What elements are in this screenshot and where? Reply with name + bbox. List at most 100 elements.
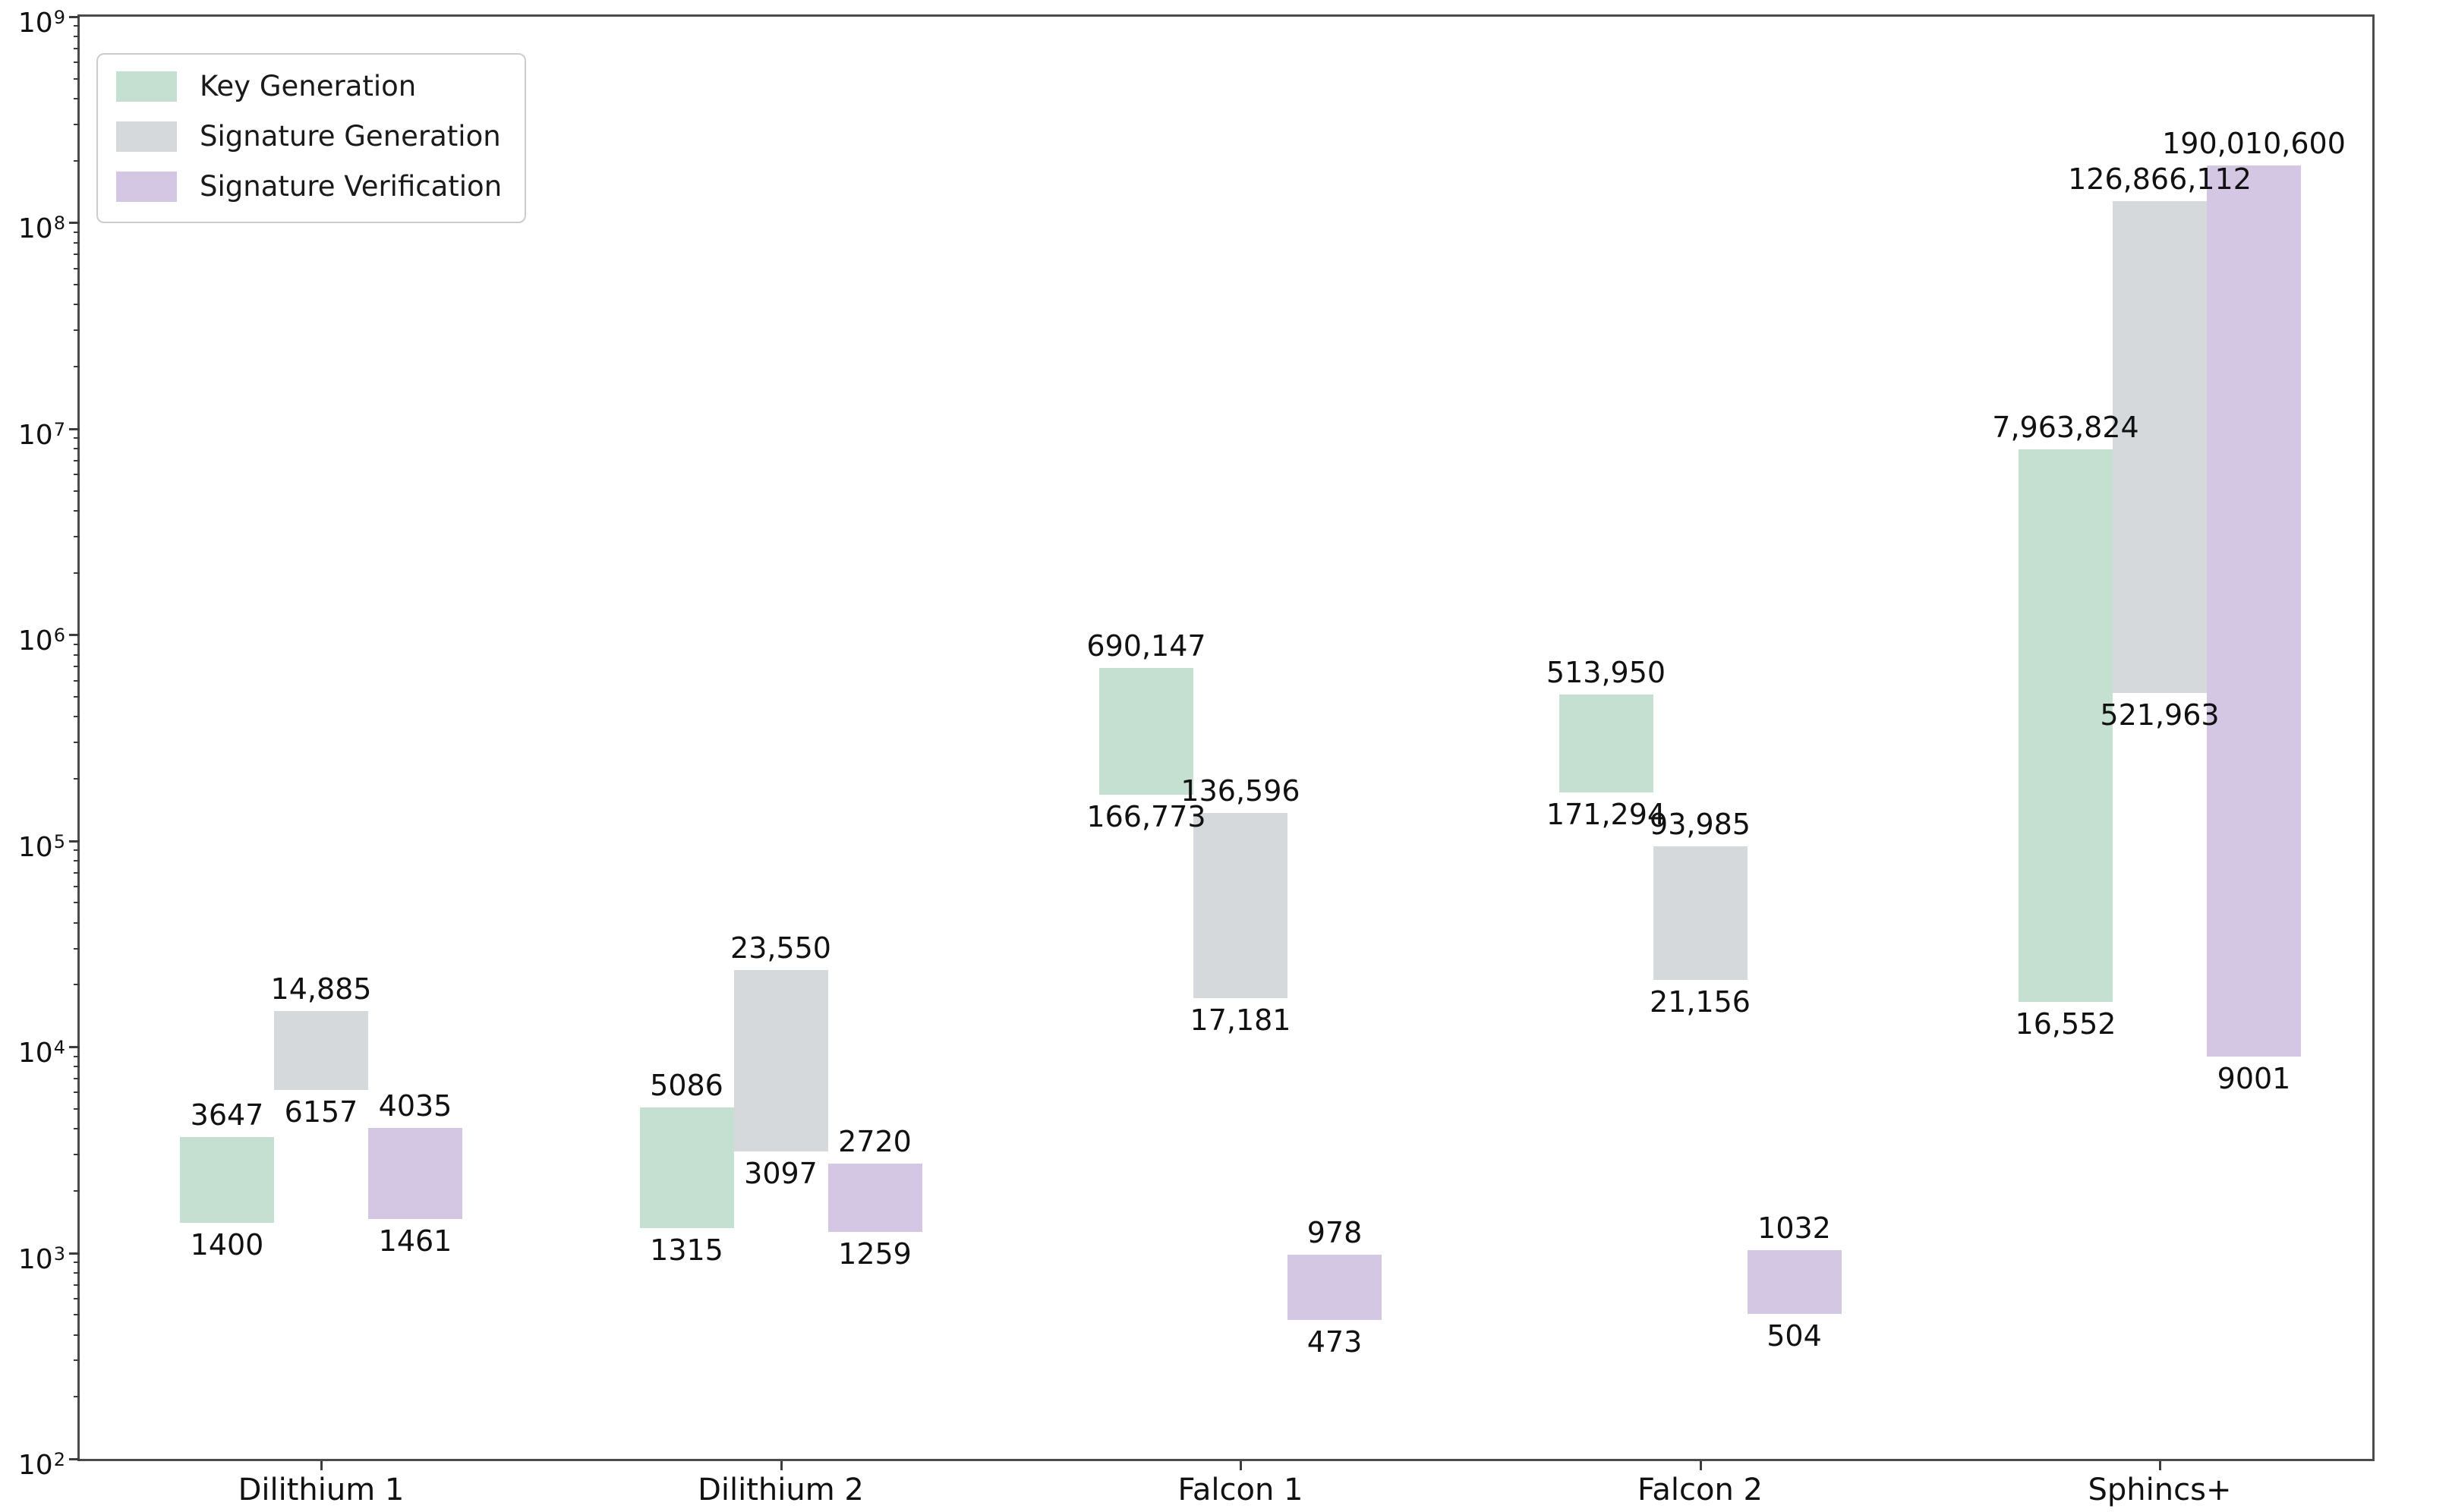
bar-max-label: 126,866,112 — [2068, 162, 2252, 197]
y-minor-tick — [74, 1091, 80, 1094]
y-minor-tick — [74, 849, 80, 852]
y-minor-tick — [74, 860, 80, 862]
x-tick — [320, 1461, 323, 1470]
bar-min-label: 9001 — [2217, 1061, 2291, 1095]
y-minor-tick — [74, 254, 80, 256]
y-minor-tick — [74, 1396, 80, 1398]
axis-spine-right — [2372, 14, 2375, 1461]
y-minor-tick — [74, 474, 80, 476]
bar-max-label: 23,550 — [730, 931, 831, 965]
y-minor-tick — [74, 1066, 80, 1068]
bar-min-label: 473 — [1306, 1325, 1363, 1359]
x-tick-label-dilithium-2: Dilithium 2 — [698, 1473, 864, 1507]
bar-min-label: 1259 — [838, 1237, 912, 1271]
bar-max-label: 513,950 — [1546, 655, 1666, 689]
y-minor-tick — [74, 885, 80, 887]
bar-min-label: 1461 — [378, 1224, 452, 1258]
y-minor-tick — [74, 1128, 80, 1130]
y-major-tick — [69, 1046, 80, 1049]
y-minor-tick — [74, 1297, 80, 1299]
bar-signature-generation-falcon-1 — [1193, 812, 1287, 999]
axis-spine-top — [77, 14, 2375, 17]
y-minor-tick — [74, 535, 80, 537]
bar-max-label: 2720 — [838, 1124, 912, 1158]
y-major-tick — [69, 16, 80, 18]
key-generation-swatch-icon — [116, 71, 177, 102]
y-minor-tick — [74, 25, 80, 27]
bar-signature-generation-falcon-2 — [1653, 846, 1748, 980]
x-tick — [2159, 1461, 2161, 1470]
y-minor-tick — [74, 61, 80, 64]
x-tick-label-falcon-2: Falcon 2 — [1637, 1473, 1763, 1507]
bar-min-label: 521,963 — [2100, 698, 2220, 732]
y-minor-tick — [74, 1261, 80, 1263]
y-minor-tick — [74, 366, 80, 368]
y-minor-tick — [74, 947, 80, 950]
y-minor-tick — [74, 778, 80, 780]
x-tick — [1240, 1461, 1242, 1470]
y-minor-tick — [74, 921, 80, 924]
legend-item-signature-verification: Signature Verification — [116, 170, 502, 203]
bar-signature-generation-sphincs — [2113, 201, 2207, 693]
y-minor-tick — [74, 984, 80, 986]
bar-max-label: 3647 — [190, 1098, 264, 1132]
y-minor-tick — [74, 329, 80, 332]
y-tick-label: 104 — [17, 1037, 65, 1069]
y-minor-tick — [74, 1154, 80, 1156]
bar-max-label: 4035 — [378, 1089, 452, 1123]
y-major-tick — [69, 222, 80, 225]
y-minor-tick — [74, 1271, 80, 1274]
y-minor-tick — [74, 448, 80, 450]
y-minor-tick — [74, 695, 80, 698]
bar-signature-generation-dilithium-1 — [274, 1011, 368, 1091]
bar-max-label: 136,596 — [1180, 773, 1300, 808]
y-minor-tick — [74, 654, 80, 656]
y-minor-tick — [74, 716, 80, 718]
bar-min-label: 1315 — [650, 1233, 723, 1268]
bar-signature-verification-falcon-1 — [1287, 1255, 1382, 1320]
signature-verification-swatch-icon — [116, 172, 177, 202]
y-minor-tick — [74, 1334, 80, 1336]
y-minor-tick — [74, 1359, 80, 1362]
y-minor-tick — [74, 48, 80, 50]
bar-key-generation-falcon-2 — [1559, 694, 1653, 793]
x-tick — [780, 1461, 783, 1470]
y-major-tick — [69, 1252, 80, 1255]
y-minor-tick — [74, 1078, 80, 1080]
bar-max-label: 5086 — [650, 1068, 723, 1102]
bar-max-label: 690,147 — [1086, 629, 1206, 663]
y-minor-tick — [74, 98, 80, 99]
y-tick-label: 102 — [17, 1449, 65, 1481]
axis-spine-bottom — [77, 1459, 2375, 1461]
y-tick-label: 103 — [17, 1243, 65, 1275]
y-minor-tick — [74, 267, 80, 269]
y-minor-tick — [74, 490, 80, 492]
y-major-tick — [69, 1458, 80, 1460]
y-minor-tick — [74, 123, 80, 125]
x-tick-label-sphincs: Sphincs+ — [2088, 1473, 2232, 1507]
bar-min-label: 16,552 — [2015, 1006, 2116, 1041]
bar-key-generation-falcon-1 — [1099, 668, 1193, 795]
y-minor-tick — [74, 509, 80, 512]
bar-max-label: 7,963,824 — [1992, 410, 2139, 444]
y-minor-tick — [74, 871, 80, 874]
y-minor-tick — [74, 902, 80, 904]
signature-generation-swatch-icon — [116, 121, 177, 152]
y-tick-label: 106 — [17, 625, 65, 657]
bar-max-label: 93,985 — [1650, 808, 1751, 842]
y-minor-tick — [74, 77, 80, 80]
y-tick-label: 108 — [17, 213, 65, 245]
x-tick-label-dilithium-1: Dilithium 1 — [238, 1473, 405, 1507]
bar-signature-verification-sphincs — [2207, 165, 2301, 1057]
y-minor-tick — [74, 284, 80, 286]
y-major-tick — [69, 427, 80, 430]
y-major-tick — [69, 634, 80, 637]
y-tick-label: 105 — [17, 830, 65, 863]
bar-min-label: 3097 — [744, 1157, 818, 1191]
bar-min-label: 21,156 — [1650, 984, 1751, 1019]
y-major-tick — [69, 839, 80, 843]
bar-signature-verification-dilithium-1 — [368, 1128, 462, 1219]
bar-signature-generation-dilithium-2 — [733, 970, 828, 1152]
x-tick-label-falcon-1: Falcon 1 — [1177, 1473, 1303, 1507]
